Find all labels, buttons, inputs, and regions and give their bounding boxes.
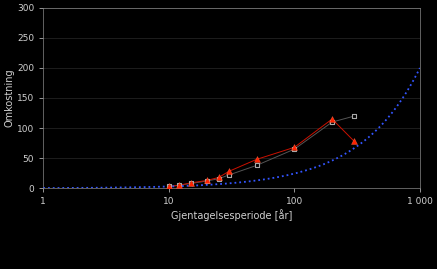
Model for omkostninger [222,182,227,185]
By 2 [329,117,336,121]
By 1 [253,163,260,168]
By 2 [225,169,232,174]
Model for omkostninger [349,148,354,151]
By 1 [203,179,210,183]
Model for omkostninger [408,83,413,87]
By 1 [165,184,172,189]
By 1 [225,173,232,177]
Model for omkostninger [244,180,250,183]
By 2 [187,181,194,185]
Model for omkostninger [265,177,270,180]
By 2 [203,178,210,183]
By 1 [329,120,336,124]
X-axis label: Gjentagelsesperiode [år]: Gjentagelsesperiode [år] [171,209,292,221]
By 2 [291,145,298,150]
By 2 [351,139,358,143]
Model for omkostninger [417,66,423,70]
By 1 [351,114,358,118]
By 1 [187,181,194,186]
By 2 [175,183,182,187]
By 2 [215,175,222,180]
Model for omkostninger [219,182,225,186]
By 1 [215,176,222,181]
Line: Model for omkostninger: Model for omkostninger [43,68,420,188]
By 1 [291,147,298,151]
By 2 [253,157,260,162]
Model for omkostninger [41,186,46,190]
Y-axis label: Omkostning: Omkostning [4,69,14,127]
By 1 [175,183,182,187]
By 2 [165,184,172,189]
